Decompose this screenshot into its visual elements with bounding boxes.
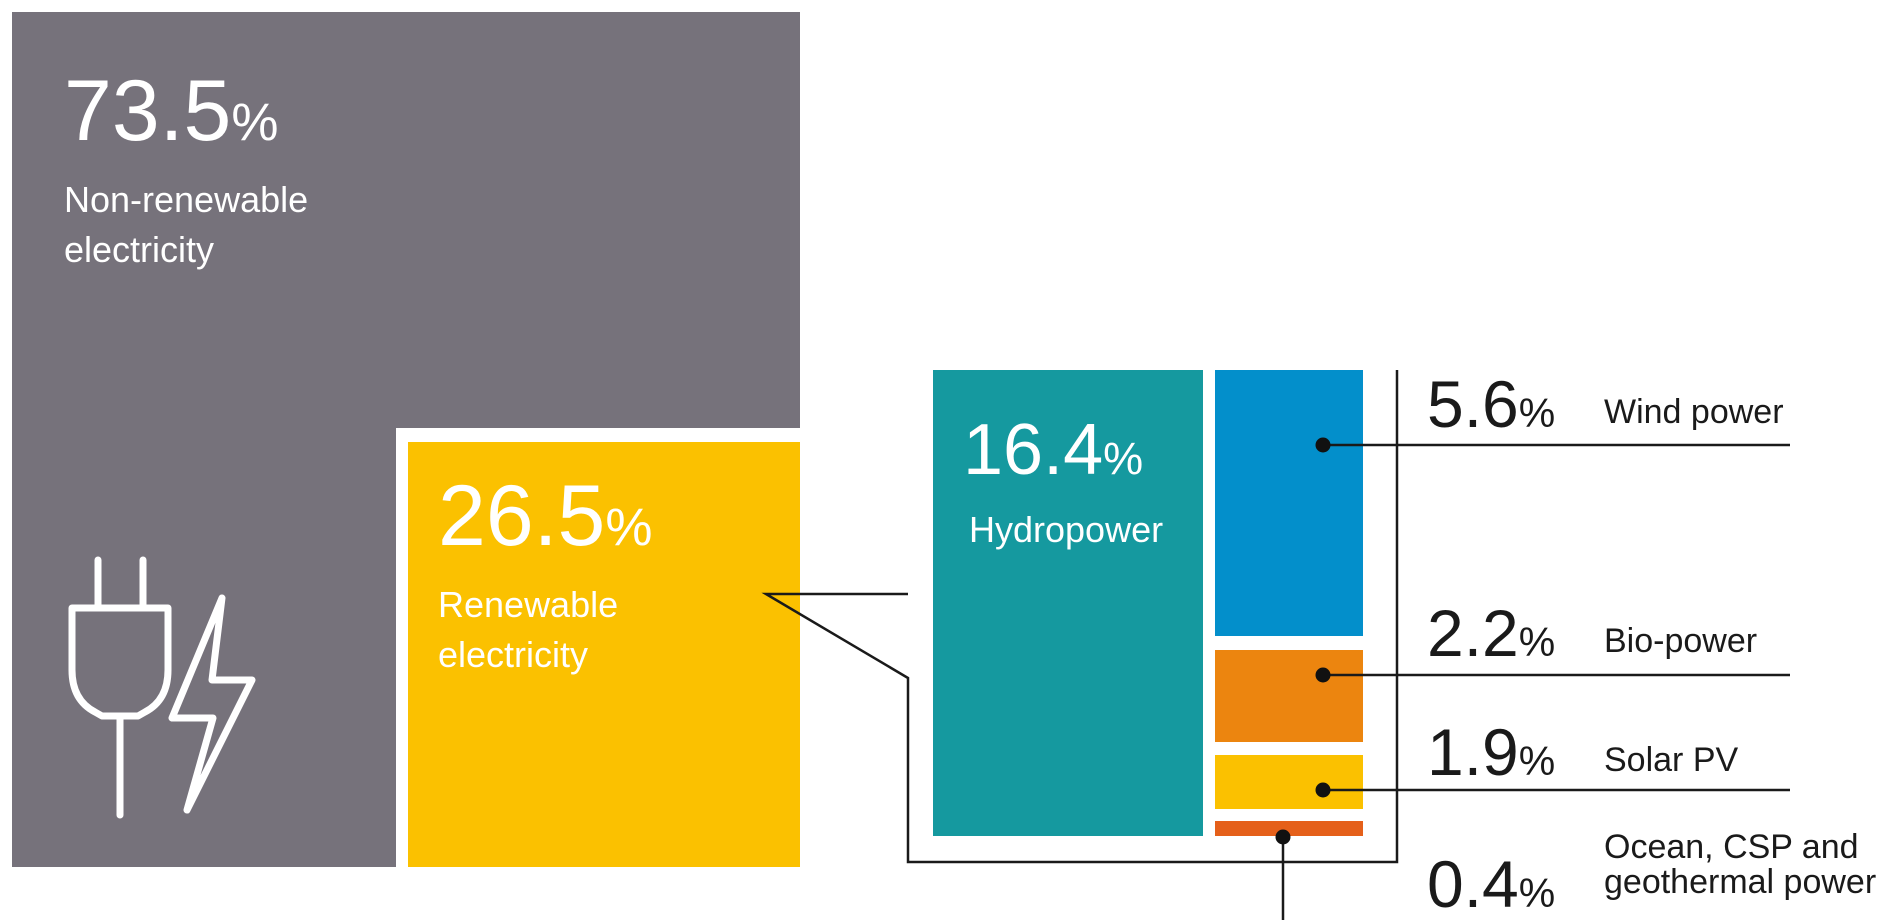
non-renewable-value: 73.5% bbox=[64, 63, 279, 159]
wind-label: Wind power bbox=[1604, 393, 1784, 431]
solar-label: Solar PV bbox=[1604, 741, 1738, 779]
plug-icon bbox=[68, 556, 172, 819]
hydropower-tile bbox=[933, 370, 1203, 836]
bio-tile bbox=[1215, 650, 1363, 742]
renewable-label: electricity bbox=[438, 634, 588, 675]
bio-value: 2.2% bbox=[1427, 596, 1555, 670]
non-renewable-label: electricity bbox=[64, 229, 214, 270]
renewable-tile bbox=[408, 442, 800, 867]
hydropower-value: 16.4% bbox=[963, 410, 1143, 490]
hydropower-label: Hydropower bbox=[969, 509, 1163, 550]
ocean-csp-geothermal-label: Ocean, CSP and bbox=[1604, 828, 1859, 866]
solar-tile bbox=[1215, 755, 1363, 809]
callout-connector bbox=[761, 370, 1399, 864]
ocean-csp-geothermal-value: 0.4% bbox=[1427, 847, 1555, 920]
ocean-tile bbox=[1215, 821, 1363, 836]
ocean-csp-geothermal-label: geothermal power bbox=[1604, 863, 1876, 901]
renewable-label: Renewable bbox=[438, 584, 618, 625]
ocean-leader-dot bbox=[1275, 829, 1291, 845]
lightning-bolt-icon bbox=[168, 594, 256, 814]
solar-value: 1.9% bbox=[1427, 715, 1555, 789]
wind-tile bbox=[1215, 370, 1363, 636]
wind-leader-dot bbox=[1315, 437, 1331, 453]
solar-leader-dot bbox=[1315, 782, 1331, 798]
wind-value: 5.6% bbox=[1427, 367, 1555, 441]
renewable-value: 26.5% bbox=[438, 468, 653, 564]
non-renewable-label: Non-renewable bbox=[64, 179, 308, 220]
bio-leader-dot bbox=[1315, 667, 1331, 683]
non-renewable-tile bbox=[12, 12, 800, 867]
bio-label: Bio-power bbox=[1604, 622, 1757, 660]
